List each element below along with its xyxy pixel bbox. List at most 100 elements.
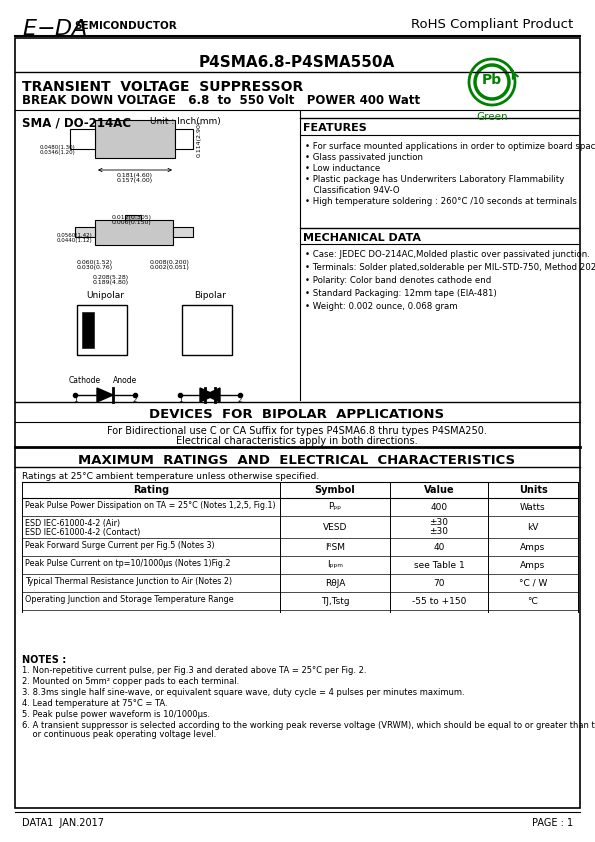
Text: VESD: VESD (323, 523, 347, 531)
Text: $\it{E}$: $\it{E}$ (22, 18, 38, 40)
Bar (77, 305, 127, 355)
Text: Operating Junction and Storage Temperature Range: Operating Junction and Storage Temperatu… (25, 595, 234, 604)
Text: Unit : Inch(mm): Unit : Inch(mm) (150, 117, 221, 126)
Text: 0.030(0.76): 0.030(0.76) (77, 265, 113, 270)
Text: MECHANICAL DATA: MECHANICAL DATA (303, 233, 421, 243)
Text: TJ,Tstg: TJ,Tstg (321, 596, 349, 605)
Text: Peak Pulse Power Dissipation on TA = 25°C (Notes 1,2,5, Fig.1): Peak Pulse Power Dissipation on TA = 25°… (25, 501, 275, 510)
Text: SEMICONDUCTOR: SEMICONDUCTOR (74, 21, 177, 31)
Text: 0.008(0.200): 0.008(0.200) (150, 260, 190, 265)
Bar (173, 227, 193, 237)
Bar (182, 305, 232, 355)
Text: • Case: JEDEC DO-214AC,Molded plastic over passivated junction.: • Case: JEDEC DO-214AC,Molded plastic ov… (305, 250, 590, 259)
Text: RθJA: RθJA (325, 578, 345, 588)
Text: Typical Thermal Resistance Junction to Air (Notes 2): Typical Thermal Resistance Junction to A… (25, 577, 232, 586)
Bar (95, 120, 175, 158)
Text: Amps: Amps (521, 561, 546, 569)
Polygon shape (200, 388, 215, 402)
Text: Iₚₚₘ: Iₚₚₘ (327, 561, 343, 569)
Text: ±30: ±30 (430, 527, 449, 536)
Text: 40: 40 (433, 542, 444, 552)
Text: ±30: ±30 (430, 518, 449, 527)
Text: 70: 70 (433, 578, 444, 588)
Text: 4. Lead temperature at 75°C = TA.: 4. Lead temperature at 75°C = TA. (22, 699, 168, 708)
Text: DATA1  JAN.2017: DATA1 JAN.2017 (22, 818, 104, 828)
Text: 0.002(0.051): 0.002(0.051) (150, 265, 190, 270)
Polygon shape (205, 388, 220, 402)
Text: 5. Peak pulse power waveform is 10/1000μs.: 5. Peak pulse power waveform is 10/1000μ… (22, 710, 210, 719)
Text: 0.208(5.28): 0.208(5.28) (93, 275, 129, 280)
Text: 0.189(4.80): 0.189(4.80) (93, 280, 129, 285)
Bar (75, 227, 95, 237)
Text: For Bidirectional use C or CA Suffix for types P4SMA6.8 thru types P4SMA250.: For Bidirectional use C or CA Suffix for… (107, 426, 487, 436)
Text: Classification 94V-O: Classification 94V-O (308, 186, 400, 195)
Text: ESD IEC-61000-4-2 (Contact): ESD IEC-61000-4-2 (Contact) (25, 528, 140, 537)
Text: 0.012(0.305): 0.012(0.305) (112, 215, 152, 220)
Text: Rating: Rating (133, 485, 169, 495)
Text: • Standard Packaging: 12mm tape (EIA-481): • Standard Packaging: 12mm tape (EIA-481… (305, 289, 497, 298)
Bar (125, 215, 141, 220)
Text: • Terminals: Solder plated,solderable per MIL-STD-750, Method 2026: • Terminals: Solder plated,solderable pe… (305, 263, 595, 272)
Text: Peak Forward Surge Current per Fig.5 (Notes 3): Peak Forward Surge Current per Fig.5 (No… (25, 541, 215, 550)
Bar (175, 129, 193, 149)
Text: Peak Pulse Current on tp=10/1000μs (Notes 1)Fig.2: Peak Pulse Current on tp=10/1000μs (Note… (25, 559, 230, 568)
Text: see Table 1: see Table 1 (414, 561, 464, 569)
Text: IᴿSM: IᴿSM (325, 542, 345, 552)
Text: Bipolar: Bipolar (194, 291, 226, 300)
Text: MAXIMUM  RATINGS  AND  ELECTRICAL  CHARACTERISTICS: MAXIMUM RATINGS AND ELECTRICAL CHARACTER… (79, 454, 515, 467)
Text: Amps: Amps (521, 542, 546, 552)
Text: NOTES :: NOTES : (22, 655, 66, 665)
Text: PAGE : 1: PAGE : 1 (532, 818, 573, 828)
Text: TRANSIENT  VOLTAGE  SUPPRESSOR: TRANSIENT VOLTAGE SUPPRESSOR (22, 80, 303, 94)
Text: 0.0346(1.20): 0.0346(1.20) (40, 150, 76, 155)
Text: kV: kV (527, 523, 538, 531)
Text: °C / W: °C / W (519, 578, 547, 588)
Text: Cathode: Cathode (69, 376, 101, 385)
Text: Unipolar: Unipolar (86, 291, 124, 300)
Text: P4SMA6.8-P4SMA550A: P4SMA6.8-P4SMA550A (199, 55, 395, 70)
Text: 0.060(1.52): 0.060(1.52) (77, 260, 113, 265)
Text: • Weight: 0.002 ounce, 0.068 gram: • Weight: 0.002 ounce, 0.068 gram (305, 302, 458, 311)
Text: BREAK DOWN VOLTAGE   6.8  to  550 Volt   POWER 400 Watt: BREAK DOWN VOLTAGE 6.8 to 550 Volt POWER… (22, 94, 420, 107)
Text: Watts: Watts (520, 503, 546, 511)
Text: 3. 8.3ms single half sine-wave, or equivalent square wave, duty cycle = 4 pulses: 3. 8.3ms single half sine-wave, or equiv… (22, 688, 465, 697)
Text: 0.0560(1.42): 0.0560(1.42) (57, 233, 93, 238)
Text: Symbol: Symbol (315, 485, 355, 495)
Text: 0.006(0.150): 0.006(0.150) (112, 220, 152, 225)
Text: Electrical characteristics apply in both directions.: Electrical characteristics apply in both… (176, 436, 418, 446)
Bar (95, 220, 173, 245)
Text: • Low inductance: • Low inductance (305, 164, 380, 173)
Text: 0.157(4.00): 0.157(4.00) (117, 178, 153, 183)
Bar (70, 129, 95, 149)
Text: -55 to +150: -55 to +150 (412, 596, 466, 605)
Text: 0.181(4.60): 0.181(4.60) (117, 173, 153, 178)
Text: ESD IEC-61000-4-2 (Air): ESD IEC-61000-4-2 (Air) (25, 519, 120, 528)
Text: Units: Units (519, 485, 547, 495)
Text: 0.0480(1.30): 0.0480(1.30) (40, 145, 76, 150)
Text: • Plastic package has Underwriters Laboratory Flammability: • Plastic package has Underwriters Labor… (305, 175, 565, 184)
Text: • Polarity: Color band denotes cathode end: • Polarity: Color band denotes cathode e… (305, 276, 491, 285)
Text: $\it{-DA}$: $\it{-DA}$ (36, 18, 87, 40)
Text: RoHS Compliant Product: RoHS Compliant Product (411, 18, 573, 31)
Text: 6. A transient suppressor is selected according to the working peak reverse volt: 6. A transient suppressor is selected ac… (22, 721, 595, 730)
Text: 0.114(2.90): 0.114(2.90) (197, 121, 202, 157)
Text: SMA / DO-214AC: SMA / DO-214AC (22, 116, 131, 129)
Text: Anode: Anode (113, 376, 137, 385)
Text: Ratings at 25°C ambient temperature unless otherwise specified.: Ratings at 25°C ambient temperature unle… (22, 472, 320, 481)
Text: FEATURES: FEATURES (303, 123, 367, 133)
Text: or continuous peak operating voltage level.: or continuous peak operating voltage lev… (22, 730, 217, 739)
Text: Value: Value (424, 485, 455, 495)
Text: °C: °C (528, 596, 538, 605)
Polygon shape (97, 388, 113, 402)
Bar (82, 312, 94, 348)
Text: DEVICES  FOR  BIPOLAR  APPLICATIONS: DEVICES FOR BIPOLAR APPLICATIONS (149, 408, 444, 421)
Text: • Glass passivated junction: • Glass passivated junction (305, 153, 423, 162)
Text: 2: 2 (133, 397, 137, 403)
Text: 2. Mounted on 5mm² copper pads to each terminal.: 2. Mounted on 5mm² copper pads to each t… (22, 677, 239, 686)
Text: 1: 1 (73, 397, 77, 403)
Text: 1: 1 (178, 397, 182, 403)
Text: Pₚₚ: Pₚₚ (328, 503, 342, 511)
Text: 400: 400 (430, 503, 447, 511)
Text: Pb: Pb (482, 73, 502, 87)
Text: • For surface mounted applications in order to optimize board space: • For surface mounted applications in or… (305, 142, 595, 151)
